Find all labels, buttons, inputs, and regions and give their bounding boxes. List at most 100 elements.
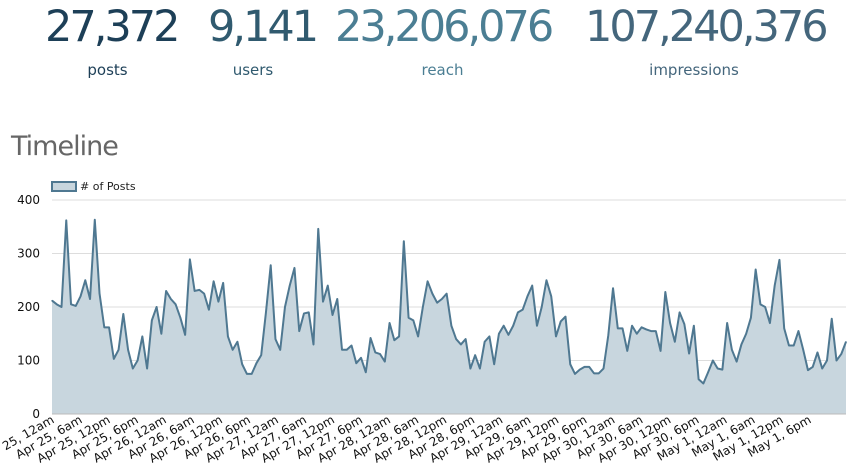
data-point (75, 305, 77, 307)
data-point (217, 301, 220, 303)
data-point (393, 339, 395, 341)
data-point (664, 291, 666, 293)
data-point (422, 306, 424, 308)
data-point (98, 293, 101, 295)
data-point (583, 366, 586, 368)
data-point (707, 371, 709, 373)
data-point (94, 219, 96, 221)
data-point (308, 311, 310, 313)
data-point (650, 330, 652, 332)
data-point (208, 309, 210, 311)
data-point (165, 290, 167, 292)
data-point (70, 303, 72, 305)
data-point (507, 334, 510, 336)
data-point (807, 369, 809, 371)
data-point (702, 382, 704, 385)
data-point (360, 357, 362, 359)
data-point (816, 351, 819, 354)
data-point (512, 325, 514, 327)
data-point (384, 360, 386, 363)
data-point (821, 367, 823, 370)
data-point (788, 344, 790, 347)
data-point (412, 319, 414, 321)
stat-posts: 27,372 posts (45, 0, 180, 80)
data-point (712, 359, 714, 362)
data-point (764, 306, 766, 308)
data-point (317, 228, 319, 230)
data-point (617, 327, 619, 329)
data-point (778, 259, 781, 261)
data-point (132, 367, 134, 370)
data-point (232, 349, 234, 351)
legend-label: # of Posts (80, 180, 136, 193)
data-point (203, 293, 205, 295)
data-point (331, 314, 334, 316)
data-point (365, 371, 367, 373)
data-point (441, 298, 443, 300)
data-point (721, 368, 723, 371)
data-point (522, 309, 524, 311)
data-point (536, 325, 538, 327)
data-point (336, 298, 338, 300)
stat-reach-value: 23,206,076 (335, 2, 554, 52)
stat-users-value: 9,141 (208, 2, 319, 52)
data-point (526, 295, 529, 297)
data-point (845, 341, 847, 343)
data-point (236, 341, 239, 343)
stat-reach: 23,206,076 reach (335, 0, 554, 80)
data-point (655, 330, 657, 332)
data-point (265, 311, 267, 313)
data-point (136, 359, 139, 362)
stat-posts-value: 27,372 (45, 2, 180, 52)
data-point (179, 317, 181, 319)
data-point (227, 335, 229, 338)
data-point (369, 337, 372, 339)
data-point (194, 290, 196, 292)
data-point (769, 322, 771, 324)
data-point (222, 282, 224, 284)
data-point (626, 350, 628, 352)
data-point (579, 368, 581, 371)
data-point (113, 358, 115, 360)
stat-users-label: users (232, 61, 274, 79)
data-point (636, 333, 638, 335)
stat-impressions-label: impressions (649, 61, 739, 79)
data-point (255, 362, 258, 364)
data-point (388, 322, 391, 324)
data-point (346, 349, 348, 351)
data-point (322, 301, 324, 303)
data-point (726, 322, 728, 324)
data-point (146, 367, 148, 370)
data-point (740, 343, 743, 346)
data-point (450, 325, 452, 327)
data-point (683, 323, 685, 325)
data-point (355, 362, 357, 364)
y-tick-label: 100 (17, 354, 40, 368)
data-point (474, 354, 476, 356)
data-point (184, 334, 186, 336)
data-point (826, 359, 828, 362)
data-point (279, 349, 281, 351)
legend-swatch (51, 181, 77, 192)
data-point (588, 366, 590, 368)
data-point (717, 367, 719, 370)
data-point (108, 326, 110, 328)
data-point (669, 322, 671, 324)
data-point (198, 289, 200, 291)
data-point (398, 335, 400, 338)
data-point (241, 363, 243, 365)
data-point (56, 303, 58, 305)
data-point (831, 318, 833, 320)
data-point (612, 287, 614, 289)
data-point (251, 373, 253, 375)
data-point (484, 341, 486, 343)
data-point (436, 302, 438, 304)
data-point (688, 352, 690, 355)
data-point (417, 335, 419, 338)
data-point (312, 343, 315, 346)
data-point (678, 311, 681, 313)
y-tick-label: 0 (32, 407, 40, 421)
chart-plot (51, 218, 847, 415)
